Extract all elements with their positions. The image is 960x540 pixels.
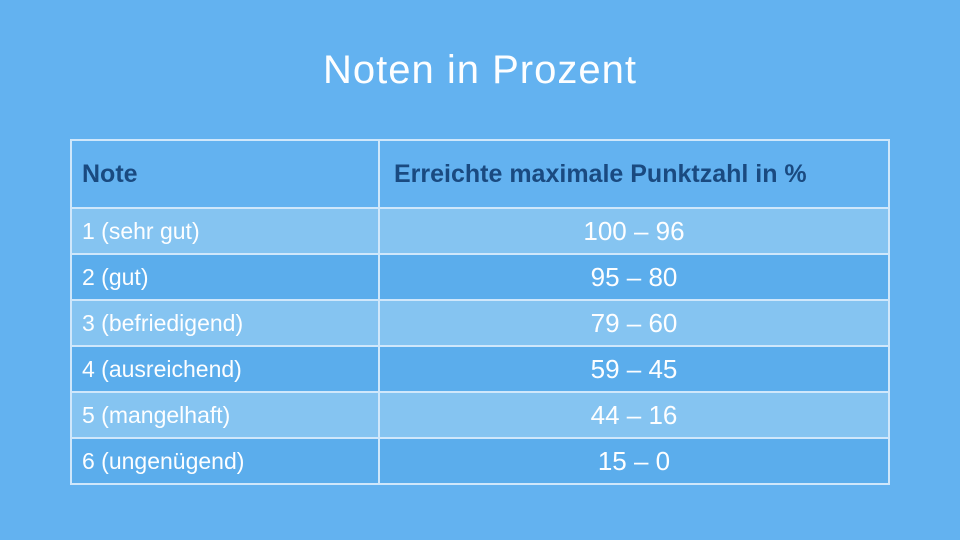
range-cell: 79 – 60 <box>378 301 888 345</box>
table-row: 5 (mangelhaft) 44 – 16 <box>72 391 888 437</box>
range-cell: 100 – 96 <box>378 209 888 253</box>
slide-title: Noten in Prozent <box>323 48 637 92</box>
range-cell: 95 – 80 <box>378 255 888 299</box>
range-cell: 59 – 45 <box>378 347 888 391</box>
note-cell: 6 (ungenügend) <box>72 439 378 483</box>
note-cell: 3 (befriedigend) <box>72 301 378 345</box>
table-row: 6 (ungenügend) 15 – 0 <box>72 437 888 483</box>
table-row: 1 (sehr gut) 100 – 96 <box>72 207 888 253</box>
column-header-note: Note <box>72 141 378 207</box>
note-cell: 2 (gut) <box>72 255 378 299</box>
note-cell: 4 (ausreichend) <box>72 347 378 391</box>
column-header-percent: Erreichte maximale Punktzahl in % <box>378 141 888 207</box>
table-row: 3 (befriedigend) 79 – 60 <box>72 299 888 345</box>
grades-table: Note Erreichte maximale Punktzahl in % 1… <box>70 139 890 485</box>
range-cell: 44 – 16 <box>378 393 888 437</box>
table-row: 4 (ausreichend) 59 – 45 <box>72 345 888 391</box>
table-row: 2 (gut) 95 – 80 <box>72 253 888 299</box>
note-cell: 5 (mangelhaft) <box>72 393 378 437</box>
range-cell: 15 – 0 <box>378 439 888 483</box>
note-cell: 1 (sehr gut) <box>72 209 378 253</box>
table-header-row: Note Erreichte maximale Punktzahl in % <box>72 141 888 207</box>
